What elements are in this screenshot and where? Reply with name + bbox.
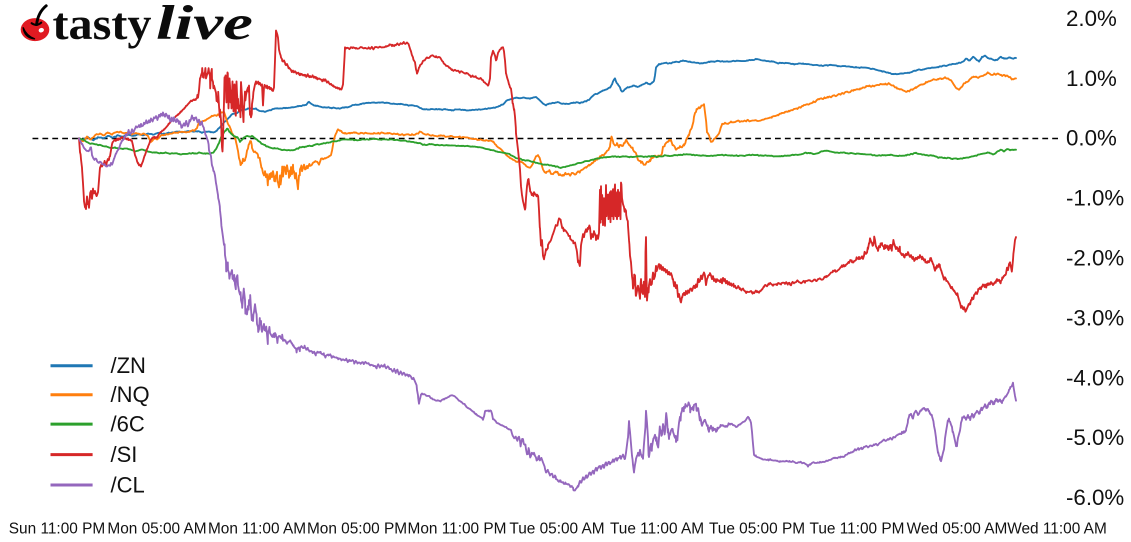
svg-text:Sun 11:00 PM: Sun 11:00 PM [9, 521, 105, 538]
svg-text:2.0%: 2.0% [1066, 6, 1117, 31]
svg-text:Tue 05:00 AM: Tue 05:00 AM [509, 521, 604, 538]
svg-text:/6C: /6C [111, 411, 145, 436]
svg-text:Mon 05:00 PM: Mon 05:00 PM [307, 521, 407, 538]
svg-text:-4.0%: -4.0% [1066, 365, 1124, 390]
svg-text:Wed 05:00 AM: Wed 05:00 AM [907, 521, 1008, 538]
svg-text:/SI: /SI [111, 442, 138, 467]
svg-text:/CL: /CL [111, 472, 145, 497]
svg-text:Tue 05:00 PM: Tue 05:00 PM [709, 521, 805, 538]
svg-text:Tue 11:00 PM: Tue 11:00 PM [810, 521, 905, 538]
svg-text:-3.0%: -3.0% [1066, 305, 1124, 330]
svg-text:Mon 05:00 AM: Mon 05:00 AM [107, 521, 206, 538]
svg-text:tasty: tasty [53, 0, 152, 49]
svg-text:live: live [156, 0, 253, 50]
svg-text:Mon 11:00 PM: Mon 11:00 PM [408, 521, 507, 538]
svg-text:-2.0%: -2.0% [1066, 245, 1124, 270]
svg-text:-6.0%: -6.0% [1066, 485, 1124, 510]
svg-text:-5.0%: -5.0% [1066, 425, 1124, 450]
svg-text:Mon 11:00 AM: Mon 11:00 AM [208, 521, 306, 538]
svg-text:Tue 11:00 AM: Tue 11:00 AM [610, 521, 704, 538]
svg-text:/NQ: /NQ [111, 382, 150, 407]
svg-text:Wed 11:00 AM: Wed 11:00 AM [1007, 521, 1107, 538]
svg-text:0.0%: 0.0% [1066, 126, 1117, 151]
svg-text:-1.0%: -1.0% [1066, 186, 1124, 211]
svg-text:1.0%: 1.0% [1066, 66, 1117, 91]
svg-text:/ZN: /ZN [111, 353, 146, 378]
